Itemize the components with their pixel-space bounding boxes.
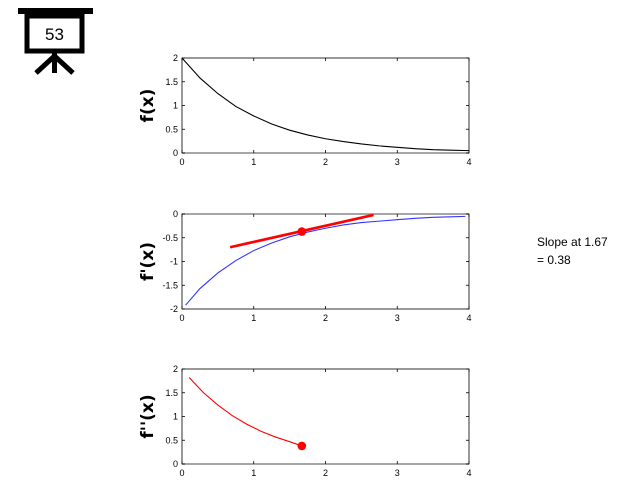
y-tick-label: 1.5: [165, 388, 178, 398]
slope-annotation-line-2: = 0.38: [537, 253, 571, 267]
y-tick-label: 0.5: [165, 124, 178, 134]
plot-fdoubleprime: 0 1 2 3 4 0 0.5 1 1.5 2 f''(x): [138, 364, 472, 478]
axes-frame: [181, 368, 470, 465]
x-tick-label: 3: [395, 157, 400, 167]
series-line-f: [181, 57, 470, 152]
y-tick-label: 1: [173, 412, 178, 422]
y-axis-label: f'(x): [138, 242, 158, 281]
x-tick-label: 3: [395, 468, 400, 478]
y-tick-label: 2: [173, 364, 178, 374]
y-tick-label: -1: [170, 257, 178, 267]
series-line-fprime: [185, 215, 466, 306]
x-tick-label: 1: [251, 157, 256, 167]
y-axis-label: f(x): [138, 89, 158, 123]
slide-number: 53: [45, 25, 64, 44]
x-tick-label: 2: [323, 313, 328, 323]
y-tick-label: 2: [173, 53, 178, 63]
x-tick-label: 0: [179, 157, 184, 167]
x-tick-label: 0: [179, 468, 184, 478]
slope-annotation: Slope at 1.67 = 0.38: [537, 233, 608, 269]
x-tick-label: 3: [395, 313, 400, 323]
plot-f: 0 1 2 3 4 0 0.5 1 1.5 2 f(x): [138, 53, 472, 167]
highlight-point: [297, 441, 307, 451]
y-tick-label: 0.5: [165, 435, 178, 445]
x-tick-label: 1: [251, 313, 256, 323]
x-tick-label: 4: [466, 313, 471, 323]
x-tick-label: 1: [251, 468, 256, 478]
x-tick-label: 0: [179, 313, 184, 323]
y-tick-label: -2: [170, 304, 178, 314]
projector-screen-icon: 53: [18, 8, 93, 75]
x-tick-label: 4: [466, 157, 471, 167]
x-tick-label: 2: [323, 468, 328, 478]
y-tick-label: 0: [173, 148, 178, 158]
y-tick-label: 0: [173, 209, 178, 219]
series-line-fdoubleprime: [188, 377, 303, 447]
slope-annotation-line-1: Slope at 1.67: [537, 235, 608, 249]
x-tick-label: 2: [323, 157, 328, 167]
y-tick-label: 1: [173, 101, 178, 111]
y-tick-label: -1.5: [162, 280, 178, 290]
x-tick-label: 4: [466, 468, 471, 478]
y-axis-label: f''(x): [138, 394, 158, 438]
y-tick-label: 0: [173, 459, 178, 469]
y-tick-label: 1.5: [165, 77, 178, 87]
plot-fprime: 0 1 2 3 4 -2 -1.5 -1 -0.5 0 f'(x): [138, 209, 472, 323]
highlight-point: [297, 227, 307, 236]
y-tick-label: -0.5: [162, 233, 178, 243]
